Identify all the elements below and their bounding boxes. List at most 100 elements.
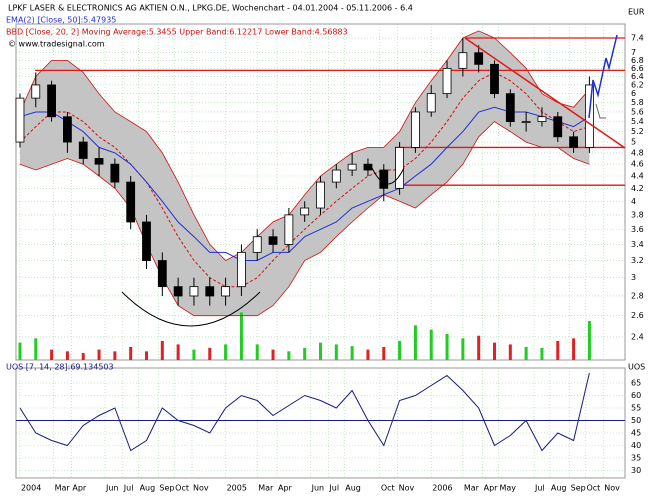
candle-body bbox=[252, 236, 262, 253]
y-tick-label: 6 bbox=[631, 89, 636, 98]
x-tick-label: May bbox=[499, 484, 516, 493]
volume-bar bbox=[477, 335, 481, 360]
candle-body bbox=[411, 111, 420, 148]
candle-body bbox=[442, 67, 452, 95]
x-tick-label: Sep bbox=[571, 484, 586, 493]
volume-bar bbox=[524, 347, 528, 360]
candle-body bbox=[94, 158, 104, 165]
y-tick-label: 5.6 bbox=[631, 107, 644, 116]
x-tick-label: Jun bbox=[105, 484, 119, 493]
y-tick-label: 5 bbox=[631, 138, 636, 147]
y-tick-label: 4.8 bbox=[631, 148, 644, 157]
x-tick-label: Apr bbox=[278, 484, 293, 493]
y-tick-label: 40 bbox=[631, 441, 641, 450]
candle-body bbox=[15, 97, 25, 143]
x-tick-label: Oct bbox=[586, 484, 600, 493]
arc bbox=[371, 167, 405, 185]
volume-bar bbox=[366, 349, 370, 360]
y-tick-label: 2.4 bbox=[631, 332, 644, 341]
volume-bar bbox=[160, 340, 164, 360]
y-tick-label: 6.2 bbox=[631, 80, 644, 89]
volume-bar bbox=[493, 342, 496, 360]
candle-body bbox=[63, 116, 72, 143]
candle-body bbox=[379, 169, 389, 189]
x-tick-label: Jul bbox=[534, 484, 545, 493]
volume-bar bbox=[429, 329, 433, 360]
y-tick-label: 4.2 bbox=[631, 184, 644, 193]
candle-body bbox=[110, 163, 120, 183]
y-tick-label: 4.6 bbox=[631, 160, 644, 169]
x-tick-label: 2006 bbox=[432, 484, 452, 493]
volume-bar bbox=[145, 351, 148, 360]
volume-bar bbox=[18, 342, 22, 360]
x-tick-label: Nov bbox=[399, 484, 415, 493]
legend-bbd: BBD [Close, 20, 2] Moving Average:5.3455… bbox=[6, 28, 348, 37]
x-tick-label: Aug bbox=[140, 484, 156, 493]
y-tick-label: 3.8 bbox=[631, 210, 644, 219]
candle-body bbox=[173, 286, 183, 297]
trend-line bbox=[464, 37, 626, 149]
x-tick-label: Apr bbox=[72, 484, 87, 493]
candle-body bbox=[331, 169, 341, 183]
candle-body bbox=[189, 286, 199, 297]
x-tick-label: Jun bbox=[311, 484, 325, 493]
volume-bar bbox=[334, 344, 338, 360]
candle-body bbox=[237, 251, 246, 288]
candle-body bbox=[521, 121, 531, 124]
volume-bar bbox=[81, 353, 85, 360]
candle-body bbox=[157, 260, 167, 288]
y-tick-label: 55 bbox=[631, 404, 641, 413]
volume-bar bbox=[398, 340, 402, 360]
volume-bar bbox=[65, 351, 69, 360]
price-layer: 2.42.62.833.23.43.63.844.24.44.64.855.25… bbox=[15, 24, 644, 360]
y-tick-label: 3.4 bbox=[631, 240, 644, 249]
x-tick-label: 2004 bbox=[21, 484, 41, 493]
y-tick-label: 5.4 bbox=[631, 117, 644, 126]
volume-bar bbox=[224, 344, 228, 360]
candle-body bbox=[300, 207, 310, 216]
volume-bar bbox=[382, 347, 386, 360]
x-tick-label: Aug bbox=[551, 484, 567, 493]
moving-average bbox=[19, 71, 590, 288]
x-tick-label: Apr bbox=[484, 484, 499, 493]
volume-bar bbox=[97, 349, 101, 360]
volume-bar bbox=[50, 349, 54, 360]
volume-bar bbox=[445, 334, 449, 360]
volume-bar bbox=[176, 344, 180, 360]
y-tick-label: 3 bbox=[631, 273, 636, 282]
candle-body bbox=[47, 84, 56, 118]
x-tick-label: 2005 bbox=[227, 484, 247, 493]
y-tick-label: 5.2 bbox=[631, 127, 644, 136]
candle-body bbox=[347, 163, 357, 171]
y-tick-label: 50 bbox=[631, 416, 641, 425]
x-tick-label: Oct bbox=[175, 484, 189, 493]
candle-body bbox=[458, 52, 468, 69]
y-tick-label: 45 bbox=[631, 429, 641, 438]
candle-body bbox=[78, 141, 88, 159]
uos-line bbox=[19, 372, 590, 452]
candle-body bbox=[205, 286, 215, 297]
legend-uos: UOS [7, 14, 28]:69.134503 bbox=[6, 363, 114, 372]
ema-line bbox=[19, 106, 590, 261]
candle-body bbox=[126, 181, 136, 223]
candle-body bbox=[268, 236, 278, 245]
volume-bar bbox=[113, 351, 117, 360]
uos-panel bbox=[15, 367, 626, 479]
y-tick-label: 5.8 bbox=[631, 98, 644, 107]
arc bbox=[121, 291, 261, 327]
y-tick-label: 4.4 bbox=[631, 171, 644, 180]
x-tick-label: Mar bbox=[464, 484, 480, 493]
y-tick-label: 2.6 bbox=[631, 311, 644, 320]
x-tick-label: Nov bbox=[604, 484, 620, 493]
chart-title: LPKF LASER & ELECTRONICS AG AKTIEN O.N.,… bbox=[8, 4, 413, 13]
candle-body bbox=[316, 181, 325, 209]
volume-bar bbox=[208, 347, 212, 360]
y-tick-label: 60 bbox=[631, 391, 641, 400]
candle-body bbox=[505, 93, 515, 123]
y-tick-label: 6.4 bbox=[631, 72, 644, 81]
volume-bar bbox=[271, 349, 275, 360]
y-tick-label: 7 bbox=[631, 48, 636, 57]
candle-body bbox=[284, 214, 294, 245]
